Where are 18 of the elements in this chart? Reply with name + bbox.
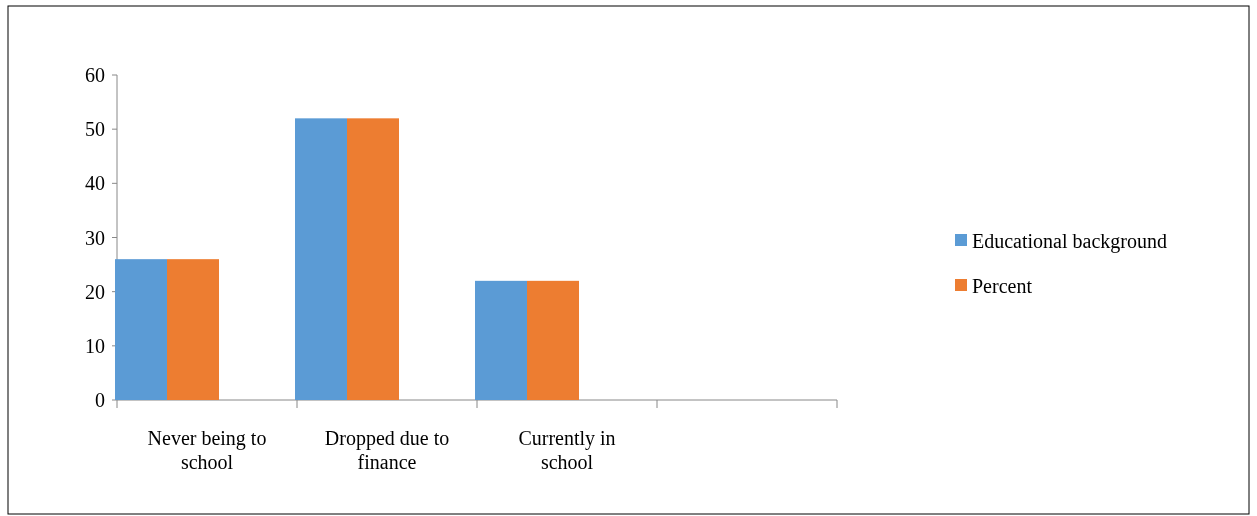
legend-label: Percent xyxy=(972,275,1033,297)
y-tick-label: 60 xyxy=(85,64,105,86)
bar xyxy=(167,259,219,400)
legend-label: Educational background xyxy=(972,230,1167,253)
y-tick-label: 50 xyxy=(85,118,105,141)
y-tick-label: 0 xyxy=(95,389,105,411)
bar xyxy=(295,118,347,400)
bar xyxy=(347,118,399,400)
x-tick-label: Dropped due to finance xyxy=(324,427,450,473)
y-tick-label: 20 xyxy=(85,280,105,303)
bar xyxy=(527,280,579,400)
bar xyxy=(475,280,527,400)
y-tick-label: 10 xyxy=(85,334,105,357)
x-tick-label: Never being to school xyxy=(147,427,267,473)
y-tick-label: 30 xyxy=(85,226,105,249)
bar xyxy=(115,259,167,400)
y-tick-label: 40 xyxy=(85,172,105,195)
x-tick-label: Currently in school xyxy=(518,427,616,473)
